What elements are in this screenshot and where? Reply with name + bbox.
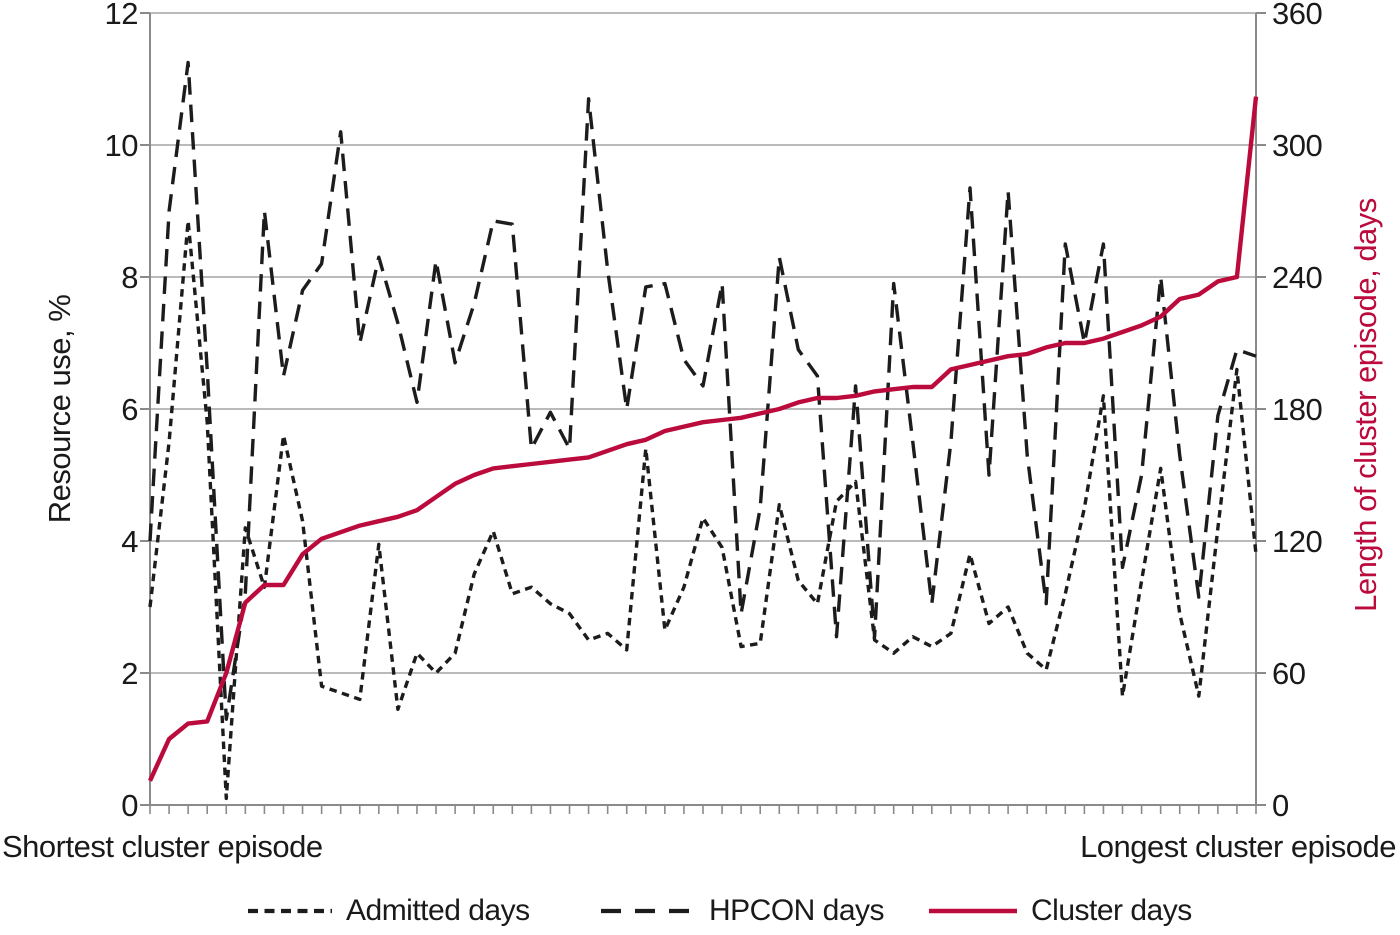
hpcon-days-line-sample xyxy=(601,908,695,914)
admitted-days-line xyxy=(148,219,1258,801)
right-axis-title: Length of cluster episode, days xyxy=(1348,198,1383,612)
cluster-days-line xyxy=(147,96,1259,782)
right-tick-label: 60 xyxy=(1272,656,1306,691)
right-tick-label: 120 xyxy=(1272,524,1322,559)
right-tick-label: 0 xyxy=(1272,788,1289,823)
x-axis-label-longest: Longest cluster episode xyxy=(1080,829,1396,864)
left-tick-label: 2 xyxy=(121,656,138,691)
legend-item-cluster: Cluster days xyxy=(929,888,1192,934)
legend-label-cluster: Cluster days xyxy=(1031,894,1192,927)
legend-item-hpcon: HPCON days xyxy=(601,888,885,934)
left-tick-label: 6 xyxy=(121,392,138,427)
right-tick-label: 180 xyxy=(1272,392,1322,427)
left-tick-label: 0 xyxy=(121,788,138,823)
legend-label-hpcon: HPCON days xyxy=(709,894,885,927)
admitted-days-line-sample xyxy=(248,908,332,914)
cluster-days-line-sample xyxy=(929,908,1017,914)
left-tick-label: 8 xyxy=(121,260,138,295)
left-tick-label: 12 xyxy=(105,0,138,31)
x-axis-label-shortest: Shortest cluster episode xyxy=(2,829,323,864)
hpcon-days-line xyxy=(148,60,1257,721)
left-axis-title: Resource use, % xyxy=(42,294,77,524)
right-tick-label: 240 xyxy=(1272,260,1322,295)
left-tick-label: 10 xyxy=(105,128,139,163)
right-tick-label: 360 xyxy=(1272,0,1322,31)
legend-label-admitted: Admitted days xyxy=(346,894,530,927)
legend: Admitted days HPCON days Cluster days xyxy=(0,888,1400,934)
right-tick-label: 300 xyxy=(1272,128,1322,163)
legend-item-admitted: Admitted days xyxy=(248,888,530,934)
left-tick-label: 4 xyxy=(121,524,138,559)
